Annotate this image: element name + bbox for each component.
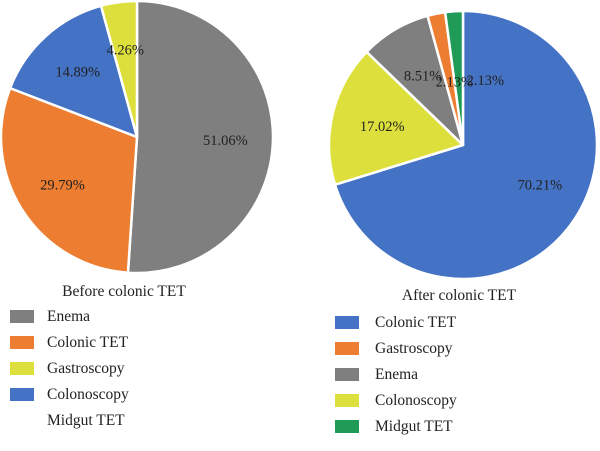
pie-slice-before-enema [126,0,275,275]
pie-chart-after: 70.21%17.02%8.51%2.13%2.13% [327,9,599,281]
legend-label-after-midgut-tet: Midgut TET [375,418,453,435]
legend-swatch-after-midgut-tet [335,420,359,433]
legend-swatch-before-colonic-tet [10,336,34,349]
legend-before: Enema Colonic TET Gastroscopy Colonoscopy Mi… [10,308,129,429]
data-label-before-colonic-tet: 29.79% [40,178,85,194]
data-label-after-enema: 8.51% [404,69,441,85]
data-label-after-colonic-tet: 70.21% [518,177,563,193]
pie-slice-after-midgut-tet [443,9,465,147]
data-label-after-colonoscopy: 17.02% [360,119,405,135]
legend-label-after-gastroscopy: Gastroscopy [375,340,453,357]
legend-label-after-enema: Enema [375,366,418,383]
legend-label-after-colonoscopy: Colonoscopy [375,392,457,409]
legend-label-after-colonic-tet: Colonic TET [375,314,457,331]
chart-title-after: After colonic TET [402,287,517,304]
data-label-after-midgut-tet: 2.13% [467,73,504,89]
pie-slice-before-gastroscopy [99,0,139,139]
pie-slice-after-colonic-tet [333,9,599,281]
legend-label-before-colonoscopy: Colonoscopy [47,386,129,403]
pie-slice-before-colonic-tet [0,86,139,274]
legend-label-before-gastroscopy: Gastroscopy [47,360,125,377]
legend-swatch-after-gastroscopy [335,342,359,355]
data-label-before-gastroscopy: 4.26% [106,42,143,58]
legend-label-before-midgut-tet: Midgut TET [47,412,125,429]
pie-slice-before-colonoscopy [8,4,139,139]
data-label-before-colonoscopy: 14.89% [55,64,100,80]
data-label-before-enema: 51.06% [203,133,248,149]
pie-chart-before: 51.06% 29.79% 14.89% 4.26% [0,0,275,275]
legend-swatch-after-enema [335,368,359,381]
legend-swatch-before-colonoscopy [10,388,34,401]
legend-swatch-before-enema [10,310,34,323]
legend-label-before-enema: Enema [47,308,90,325]
chart-title-before: Before colonic TET [62,283,186,300]
legend-swatch-before-gastroscopy [10,362,34,375]
legend-after: Colonic TET Gastroscopy Enema Colonoscopy Mi… [335,314,457,435]
pie-slice-after-colonoscopy [327,50,465,186]
legend-label-before-colonic-tet: Colonic TET [47,334,129,351]
legend-swatch-after-colonic-tet [335,316,359,329]
data-label-after-gastroscopy: 2.13% [436,75,473,91]
legend-swatch-after-colonoscopy [335,394,359,407]
